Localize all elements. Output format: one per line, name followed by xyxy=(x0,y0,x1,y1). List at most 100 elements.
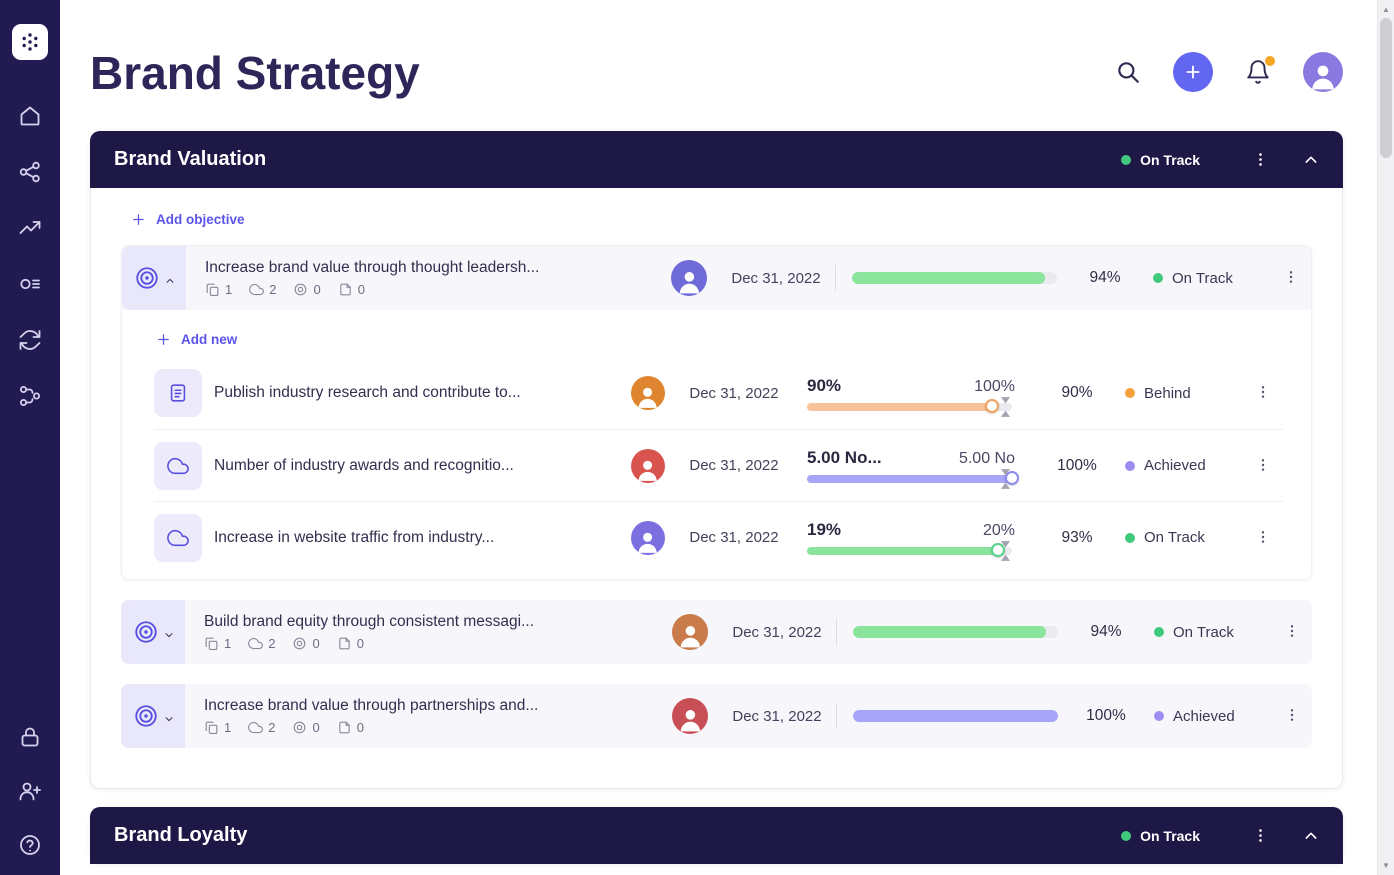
metrics-count[interactable]: 2 xyxy=(248,636,275,651)
progress-bar[interactable] xyxy=(807,396,1012,417)
user-avatar[interactable] xyxy=(1303,52,1343,92)
objective-main: Increase brand value through thought lea… xyxy=(186,259,661,297)
status-dot xyxy=(1125,460,1135,471)
objective-title[interactable]: Build brand equity through consistent me… xyxy=(204,613,534,631)
kr-current-value: 90% xyxy=(807,375,842,395)
objective-expand-toggle[interactable] xyxy=(121,684,185,749)
notes-count[interactable]: 0 xyxy=(337,720,364,735)
owner-avatar[interactable] xyxy=(631,376,665,411)
progress-percent: 93% xyxy=(1061,528,1093,546)
kr-title[interactable]: Publish industry research and contribute… xyxy=(214,384,521,402)
progress-bar[interactable] xyxy=(807,541,1012,562)
person-icon xyxy=(680,710,700,732)
objective-title[interactable]: Increase brand value through partnership… xyxy=(204,697,539,715)
progress-percent: 90% xyxy=(1061,384,1093,402)
section-title: Brand Valuation xyxy=(114,148,267,171)
kr-progress: 90% 100% xyxy=(807,375,1029,417)
chevron-up-icon xyxy=(165,273,175,283)
metrics-count[interactable]: 2 xyxy=(248,720,275,735)
section-collapse-toggle[interactable] xyxy=(1303,152,1319,168)
kebab-icon xyxy=(1261,386,1265,399)
topbar: Brand Strategy xyxy=(90,30,1343,101)
scrollbar-thumb[interactable] xyxy=(1380,18,1392,158)
pages-icon xyxy=(206,283,219,297)
kr-title[interactable]: Increase in website traffic from industr… xyxy=(214,528,495,546)
owner-avatar[interactable] xyxy=(631,520,665,555)
app-logo[interactable] xyxy=(12,24,48,60)
section-kebab-menu[interactable] xyxy=(1252,151,1269,168)
metrics-count[interactable]: 2 xyxy=(249,282,276,297)
notes-count[interactable]: 0 xyxy=(338,282,365,297)
kr-progress: 5.00 No... 5.00 No xyxy=(807,448,1029,490)
sidebar-item-lock[interactable] xyxy=(18,725,42,749)
progress-bar[interactable] xyxy=(853,626,1058,639)
status-dot xyxy=(1121,830,1132,841)
kr-kebab-menu[interactable] xyxy=(1243,457,1283,475)
kr-kebab-menu[interactable] xyxy=(1243,384,1283,402)
objective-kebab-menu[interactable] xyxy=(1272,707,1312,725)
notifications-button[interactable] xyxy=(1245,56,1275,85)
key-result-row[interactable]: Publish industry research and contribute… xyxy=(154,357,1283,429)
section-collapse-toggle[interactable] xyxy=(1303,828,1319,844)
progress-bar[interactable] xyxy=(853,710,1058,723)
objective-row[interactable]: Increase brand value through thought lea… xyxy=(122,246,1311,311)
docs-count[interactable]: 1 xyxy=(204,636,231,651)
progress-bar[interactable] xyxy=(852,272,1057,285)
kr-title[interactable]: Number of industry awards and recognitio… xyxy=(214,456,514,474)
docs-count[interactable]: 1 xyxy=(205,282,232,297)
slider-knob[interactable] xyxy=(1005,471,1019,486)
sidebar-item-objectives[interactable] xyxy=(18,272,42,296)
objective-expand-toggle[interactable] xyxy=(121,600,185,665)
sidebar-item-trends[interactable] xyxy=(18,216,42,240)
add-new-button[interactable]: Add new xyxy=(146,324,247,355)
targets-count[interactable]: 0 xyxy=(293,282,321,297)
slider-knob[interactable] xyxy=(990,543,1005,558)
person-icon xyxy=(1312,65,1334,90)
goal-icon xyxy=(294,721,306,734)
sidebar-item-cycle[interactable] xyxy=(18,328,42,352)
count-value: 0 xyxy=(356,720,364,736)
key-result-row[interactable]: Number of industry awards and recognitio… xyxy=(154,429,1283,501)
main-content: Brand Strategy Brand Valuation On Track xyxy=(60,0,1377,875)
owner-avatar[interactable] xyxy=(672,698,708,735)
person-icon xyxy=(638,460,658,481)
owner-avatar[interactable] xyxy=(671,260,707,297)
sidebar-item-help[interactable] xyxy=(18,833,42,857)
status-dot xyxy=(1125,388,1135,399)
section-kebab-menu[interactable] xyxy=(1252,827,1269,844)
search-button[interactable] xyxy=(1115,59,1141,85)
scroll-up-arrow[interactable]: ▲ xyxy=(1382,5,1390,14)
scroll-down-arrow[interactable]: ▼ xyxy=(1382,861,1390,870)
kebab-icon xyxy=(1261,530,1265,543)
sidebar-item-org-chart[interactable] xyxy=(18,160,42,184)
objective-title[interactable]: Increase brand value through thought lea… xyxy=(205,259,540,277)
note-icon xyxy=(338,721,350,734)
key-result-row[interactable]: Increase in website traffic from industr… xyxy=(154,501,1283,573)
owner-avatar[interactable] xyxy=(672,614,708,651)
objective-kebab-menu[interactable] xyxy=(1272,623,1312,641)
owner-avatar[interactable] xyxy=(631,448,665,483)
progress-bar[interactable] xyxy=(807,469,1019,490)
add-objective-label: Add objective xyxy=(156,212,245,228)
sidebar-item-strategy[interactable] xyxy=(18,384,42,408)
objective-row[interactable]: Increase brand value through partnership… xyxy=(121,684,1312,749)
notes-count[interactable]: 0 xyxy=(337,636,364,651)
docs-count[interactable]: 1 xyxy=(204,720,231,735)
due-date: Dec 31, 2022 xyxy=(732,623,822,641)
objective-kebab-menu[interactable] xyxy=(1271,269,1311,287)
notification-badge xyxy=(1265,56,1275,66)
targets-count[interactable]: 0 xyxy=(292,720,320,735)
kr-kebab-menu[interactable] xyxy=(1243,529,1283,547)
cloud-icon xyxy=(248,638,264,650)
chevron-up-icon xyxy=(1305,156,1317,163)
sidebar-item-home[interactable] xyxy=(18,104,42,128)
targets-count[interactable]: 0 xyxy=(292,636,320,651)
scrollbar[interactable]: ▲ ▼ xyxy=(1377,0,1394,875)
objective-row[interactable]: Build brand equity through consistent me… xyxy=(121,600,1312,665)
sidebar-item-add-user[interactable] xyxy=(18,779,42,803)
add-objective-button[interactable]: Add objective xyxy=(121,204,255,235)
create-button[interactable] xyxy=(1173,52,1213,92)
progress-fill xyxy=(853,626,1046,639)
objective-expand-toggle[interactable] xyxy=(122,246,186,311)
slider-knob[interactable] xyxy=(984,398,999,413)
